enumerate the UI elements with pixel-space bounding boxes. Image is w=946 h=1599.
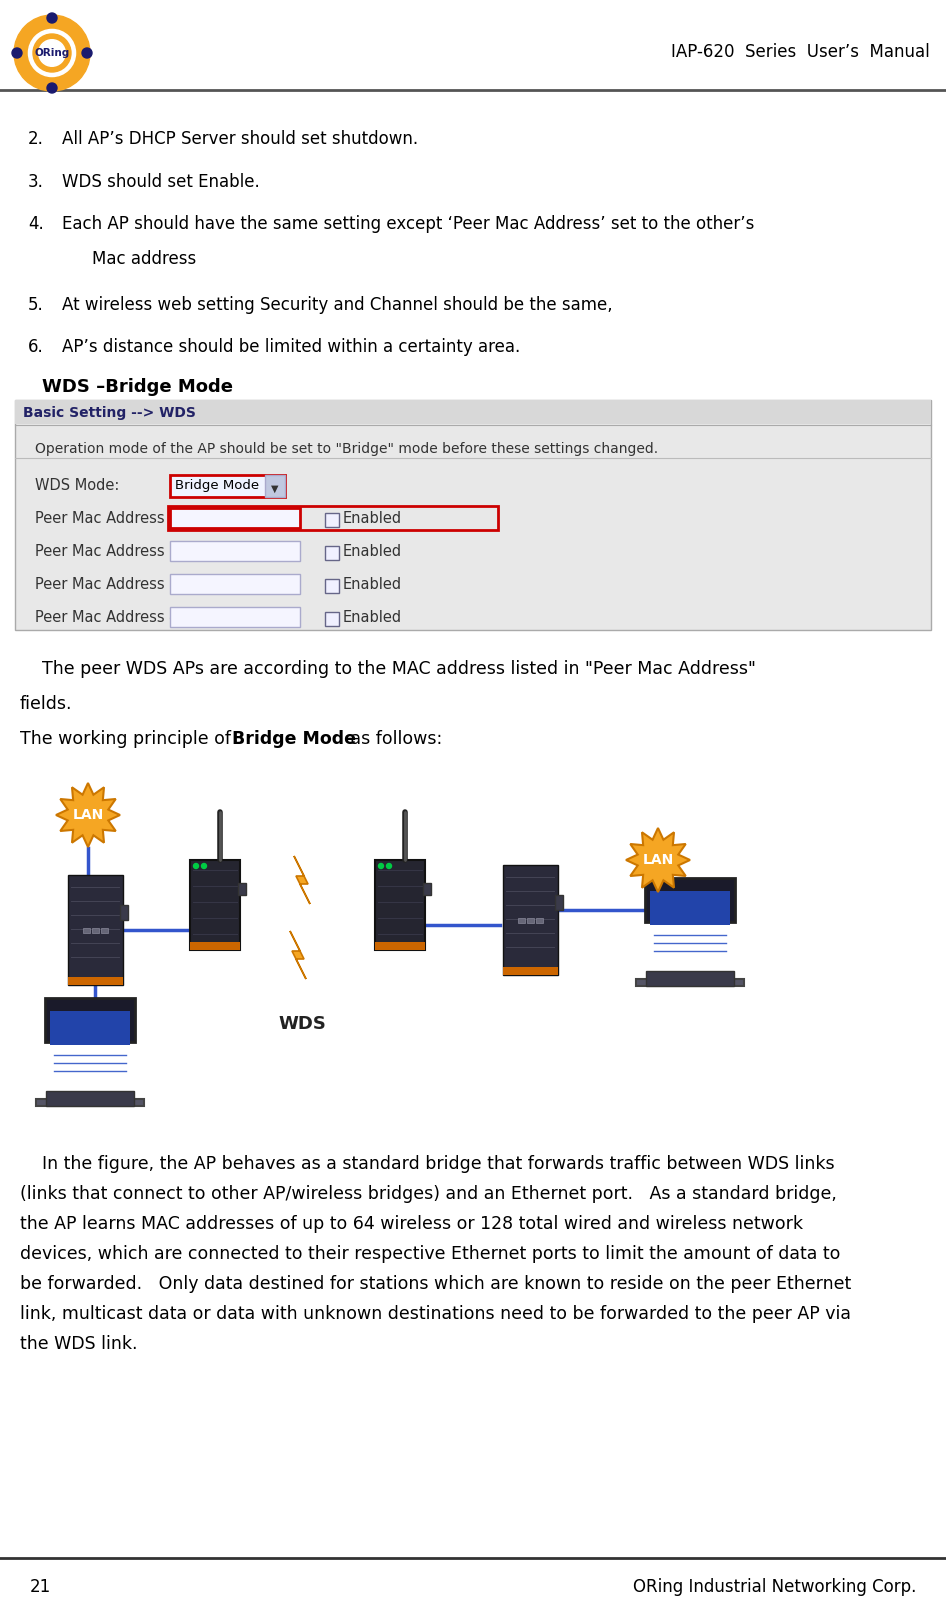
Text: WDS Mode:: WDS Mode: [35,478,119,492]
FancyBboxPatch shape [375,942,425,950]
FancyBboxPatch shape [375,860,425,950]
FancyBboxPatch shape [650,891,730,924]
Circle shape [28,29,76,77]
Text: devices, which are connected to their respective Ethernet ports to limit the amo: devices, which are connected to their re… [20,1246,840,1263]
FancyBboxPatch shape [518,918,525,923]
FancyBboxPatch shape [536,918,543,923]
Text: At wireless web setting Security and Channel should be the same,: At wireless web setting Security and Cha… [62,296,613,313]
FancyBboxPatch shape [46,1091,134,1107]
Text: the AP learns MAC addresses of up to 64 wireless or 128 total wired and wireless: the AP learns MAC addresses of up to 64 … [20,1215,803,1233]
FancyBboxPatch shape [170,608,300,627]
Circle shape [33,34,71,72]
Text: Enabled: Enabled [343,609,402,625]
Text: 2.: 2. [28,130,44,149]
FancyBboxPatch shape [423,883,431,895]
Circle shape [14,14,90,91]
Circle shape [39,40,65,66]
FancyBboxPatch shape [50,1011,130,1046]
Text: Peer Mac Address 3:: Peer Mac Address 3: [35,577,184,592]
FancyBboxPatch shape [68,875,123,985]
FancyBboxPatch shape [325,612,339,625]
Text: WDS should set Enable.: WDS should set Enable. [62,173,260,190]
FancyBboxPatch shape [646,971,734,987]
Text: AP’s distance should be limited within a certainty area.: AP’s distance should be limited within a… [62,337,520,357]
Text: ORing: ORing [34,48,70,58]
Circle shape [47,83,57,93]
Text: link, multicast data or data with unknown destinations need to be forwarded to t: link, multicast data or data with unknow… [20,1305,851,1322]
Text: ORing Industrial Networking Corp.: ORing Industrial Networking Corp. [633,1578,916,1596]
Polygon shape [56,784,120,847]
Text: WDS: WDS [278,1015,326,1033]
Text: LAN: LAN [73,807,104,822]
Text: Bridge Mode: Bridge Mode [175,480,259,492]
FancyBboxPatch shape [15,400,931,630]
FancyBboxPatch shape [36,1099,144,1107]
Circle shape [12,48,22,58]
Text: (links that connect to other AP/wireless bridges) and an Ethernet port.   As a s: (links that connect to other AP/wireless… [20,1185,837,1202]
FancyBboxPatch shape [636,979,744,987]
FancyBboxPatch shape [190,942,240,950]
Text: ▼: ▼ [272,484,279,494]
Circle shape [378,863,383,868]
Text: 3.: 3. [28,173,44,190]
Text: WDS –Bridge Mode: WDS –Bridge Mode [42,377,233,397]
FancyBboxPatch shape [92,927,99,932]
FancyBboxPatch shape [83,927,90,932]
FancyBboxPatch shape [170,508,300,528]
FancyBboxPatch shape [15,400,931,424]
Text: All AP’s DHCP Server should set shutdown.: All AP’s DHCP Server should set shutdown… [62,130,418,149]
Text: the WDS link.: the WDS link. [20,1335,137,1353]
FancyBboxPatch shape [45,998,135,1043]
FancyBboxPatch shape [325,579,339,593]
Text: as follows:: as follows: [345,731,442,748]
Text: Peer Mac Address 4:: Peer Mac Address 4: [35,609,184,625]
Text: Mac address: Mac address [92,249,196,269]
Circle shape [201,863,206,868]
Text: Operation mode of the AP should be set to "Bridge" mode before these settings ch: Operation mode of the AP should be set t… [35,441,658,456]
Text: 6.: 6. [28,337,44,357]
FancyBboxPatch shape [645,878,735,923]
FancyBboxPatch shape [170,574,300,593]
Circle shape [82,48,92,58]
Text: The working principle of: The working principle of [20,731,236,748]
Text: Bridge Mode: Bridge Mode [232,731,356,748]
Text: The peer WDS APs are according to the MAC address listed in "Peer Mac Address": The peer WDS APs are according to the MA… [42,660,756,678]
Text: Each AP should have the same setting except ‘Peer Mac Address’ set to the other’: Each AP should have the same setting exc… [62,214,754,233]
Text: be forwarded.   Only data destined for stations which are known to reside on the: be forwarded. Only data destined for sta… [20,1274,851,1294]
Text: 21: 21 [30,1578,51,1596]
FancyBboxPatch shape [555,895,563,910]
FancyBboxPatch shape [325,513,339,528]
Polygon shape [294,855,310,903]
Text: Enabled: Enabled [343,577,402,592]
FancyBboxPatch shape [325,545,339,560]
Text: LAN: LAN [642,852,674,867]
Text: 4.: 4. [28,214,44,233]
FancyBboxPatch shape [265,475,285,497]
FancyBboxPatch shape [190,860,240,950]
Polygon shape [290,931,306,979]
Text: Enabled: Enabled [343,512,402,526]
Text: In the figure, the AP behaves as a standard bridge that forwards traffic between: In the figure, the AP behaves as a stand… [20,1154,834,1174]
Text: fields.: fields. [20,696,73,713]
FancyBboxPatch shape [503,967,558,975]
FancyBboxPatch shape [120,905,128,919]
FancyBboxPatch shape [503,865,558,975]
FancyBboxPatch shape [101,927,108,932]
Text: IAP-620  Series  User’s  Manual: IAP-620 Series User’s Manual [672,43,930,61]
FancyBboxPatch shape [68,977,123,985]
Text: Peer Mac Address 1:: Peer Mac Address 1: [35,512,184,526]
Text: Enabled: Enabled [343,544,402,560]
FancyBboxPatch shape [238,883,246,895]
FancyBboxPatch shape [170,540,300,561]
Circle shape [47,13,57,22]
FancyBboxPatch shape [527,918,534,923]
Polygon shape [626,828,690,892]
Text: Peer Mac Address 2:: Peer Mac Address 2: [35,544,184,560]
Text: 5.: 5. [28,296,44,313]
Circle shape [387,863,392,868]
Circle shape [194,863,199,868]
FancyBboxPatch shape [170,475,285,497]
Text: Basic Setting --> WDS: Basic Setting --> WDS [23,406,196,421]
